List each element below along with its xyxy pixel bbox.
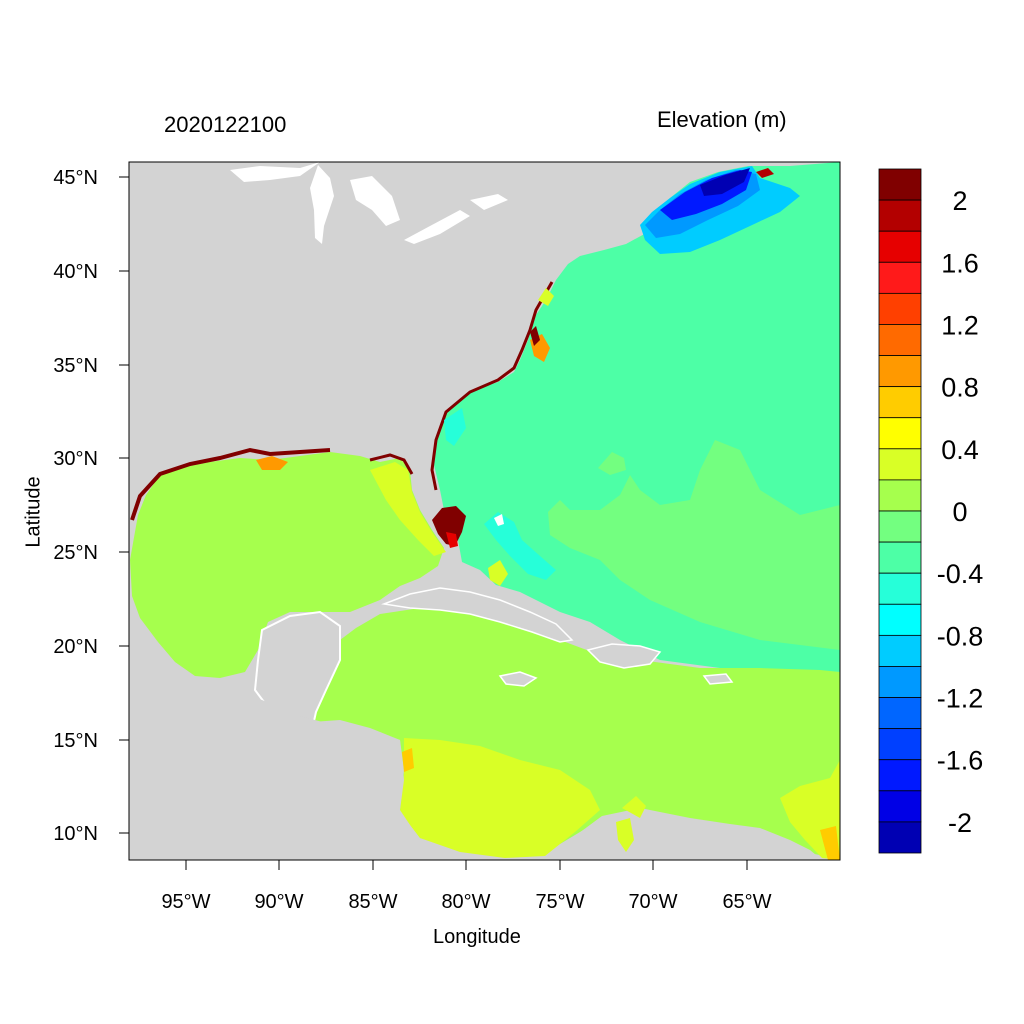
colorbar-label: -0.4 xyxy=(937,559,984,589)
colorbar-label: 1.6 xyxy=(941,248,979,278)
y-ticks: 45°N 40°N 35°N 30°N 25°N 20°N 15°N 10°N xyxy=(53,167,129,845)
lake-superior xyxy=(230,162,320,182)
colorbar-swatch xyxy=(878,230,922,263)
y-tick-label: 35°N xyxy=(53,355,98,377)
colorbar-label: -1.2 xyxy=(937,684,984,714)
colorbar-label: 0 xyxy=(952,497,967,527)
colorbar-swatch xyxy=(878,261,922,294)
colorbar-label: 0.4 xyxy=(941,435,979,465)
colorbar-swatch xyxy=(878,541,922,574)
colorbar-swatch xyxy=(878,572,922,605)
colorbar-swatch xyxy=(878,728,922,761)
colorbar-swatch xyxy=(878,697,922,730)
colorbar-swatch xyxy=(878,666,922,698)
x-ticks: 95°W 90°W 85°W 80°W 75°W 70°W 65°W xyxy=(161,860,772,913)
plot-frame xyxy=(128,161,841,861)
south-florida-surge xyxy=(432,506,466,546)
colorbar-swatch xyxy=(878,821,922,854)
west-florida-shelf xyxy=(370,462,446,556)
florida-keys-high xyxy=(446,532,458,548)
gulf-of-maine-deep xyxy=(700,168,750,196)
x-tick-label: 65°W xyxy=(722,891,771,913)
colorbar-swatch xyxy=(878,199,922,232)
great-lakes xyxy=(310,165,334,244)
date-label: 2020122100 xyxy=(164,112,287,137)
x-tick-label: 85°W xyxy=(348,891,397,913)
y-tick-label: 15°N xyxy=(53,730,98,752)
y-tick-label: 20°N xyxy=(53,636,98,658)
chesapeake-high xyxy=(530,326,540,346)
jamaica xyxy=(498,671,538,687)
cuba xyxy=(381,587,574,643)
colorbar-label: 1.2 xyxy=(941,310,979,340)
paraguana-peninsula xyxy=(616,818,634,852)
bahamas-island xyxy=(494,514,504,526)
great-bahama-bank-high xyxy=(488,560,508,586)
lake-ontario xyxy=(470,194,508,210)
y-tick-label: 25°N xyxy=(53,542,98,564)
lake-huron xyxy=(350,176,400,226)
puerto-rico xyxy=(702,673,734,685)
y-tick-label: 40°N xyxy=(53,261,98,283)
colorbar-swatch xyxy=(878,168,922,201)
honduras-coast-high xyxy=(402,748,414,772)
lake-maracaibo-area xyxy=(622,796,646,818)
mississippi-delta-high xyxy=(256,456,288,470)
colorbar-swatch xyxy=(878,355,922,388)
colorbar-swatch xyxy=(878,479,922,512)
colorbar-swatch xyxy=(878,634,922,667)
coastal-high xyxy=(820,826,840,860)
big-bend-fringe xyxy=(369,453,414,475)
colorbar-swatch xyxy=(878,510,922,543)
gulf-coast-fringe xyxy=(130,447,331,521)
map-field xyxy=(129,162,840,860)
variable-label: Elevation (m) xyxy=(657,107,787,132)
gulf-of-mexico xyxy=(130,452,444,678)
x-tick-label: 75°W xyxy=(535,891,584,913)
south-america xyxy=(540,808,822,860)
south-caribbean-shelf xyxy=(400,738,600,858)
maine-coast-high xyxy=(756,168,774,178)
colorbar-swatch xyxy=(878,324,922,356)
colorbar-swatch xyxy=(878,292,922,325)
y-tick-label: 30°N xyxy=(53,448,98,470)
central-america xyxy=(129,684,440,860)
yucatan-peninsula xyxy=(253,610,341,732)
lake-erie xyxy=(404,210,470,244)
colorbar-swatch xyxy=(878,603,922,636)
offshore-patch xyxy=(598,452,626,475)
colorbar-swatch xyxy=(878,790,922,823)
colorbar-label: -2 xyxy=(948,808,972,838)
colorbar-swatch xyxy=(878,417,922,450)
colorbar-label: 0.8 xyxy=(941,373,979,403)
colorbar-swatch xyxy=(878,759,922,792)
y-tick-label: 10°N xyxy=(53,823,98,845)
delaware-bay-moderate xyxy=(538,288,554,306)
colorbar-swatch xyxy=(878,386,922,419)
y-tick-label: 45°N xyxy=(53,167,98,189)
x-tick-label: 95°W xyxy=(161,891,210,913)
colorbar-label: -0.8 xyxy=(937,621,984,651)
x-tick-label: 70°W xyxy=(628,891,677,913)
colorbar-swatch xyxy=(878,448,922,481)
east-coast-fringe xyxy=(430,281,554,491)
colorbar xyxy=(878,168,922,854)
bahamas-bank xyxy=(484,512,556,580)
colorbar-label: -1.6 xyxy=(937,746,984,776)
colorbar-label: 2 xyxy=(952,186,967,216)
georgia-bight-low xyxy=(444,408,466,446)
hispaniola xyxy=(586,643,662,669)
colorbar-labels: 2 1.6 1.2 0.8 0.4 0 -0.4 -0.8 -1.2 -1.6 -2 xyxy=(937,186,984,838)
x-tick-label: 80°W xyxy=(441,891,490,913)
x-tick-label: 90°W xyxy=(254,891,303,913)
offshore-zero-region xyxy=(548,440,840,650)
x-axis-label: Longitude xyxy=(433,926,521,948)
